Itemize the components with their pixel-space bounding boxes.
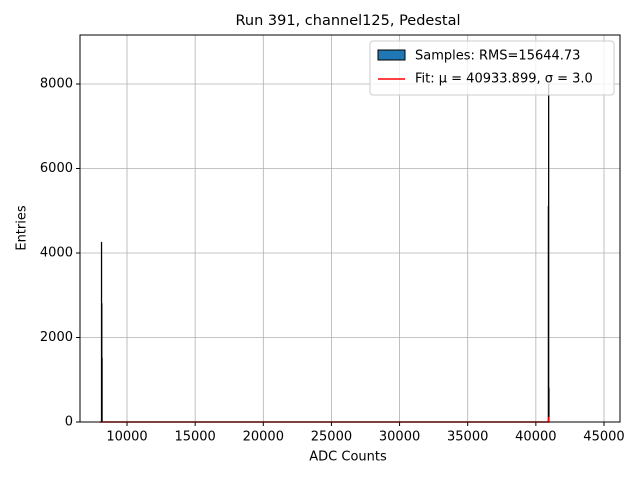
y-tick-label: 4000 bbox=[40, 246, 73, 261]
x-tick-label: 40000 bbox=[515, 430, 556, 445]
legend-box bbox=[369, 40, 615, 96]
x-tick-label: 10000 bbox=[106, 430, 147, 445]
x-axis-label: ADC Counts bbox=[309, 450, 387, 465]
x-tick-label: 20000 bbox=[243, 430, 284, 445]
x-tick-label: 35000 bbox=[447, 430, 488, 445]
y-tick-label: 0 bbox=[65, 415, 73, 430]
legend-swatch bbox=[377, 49, 406, 61]
x-tick-label: 45000 bbox=[583, 430, 624, 445]
x-tick-label: 30000 bbox=[379, 430, 420, 445]
x-tick-label: 25000 bbox=[311, 430, 352, 445]
y-tick-label: 6000 bbox=[40, 161, 73, 176]
legend-label: Samples: RMS=15644.73 bbox=[415, 49, 580, 64]
chart-title: Run 391, channel125, Pedestal bbox=[235, 13, 460, 29]
y-tick-label: 8000 bbox=[40, 77, 73, 92]
plot-frame bbox=[79, 34, 621, 423]
fit-line bbox=[99, 416, 550, 423]
legend-label: Fit: μ = 40933.899, σ = 3.0 bbox=[415, 72, 593, 87]
y-tick-label: 2000 bbox=[40, 330, 73, 345]
x-tick-label: 15000 bbox=[174, 430, 215, 445]
y-axis-label: Entries bbox=[15, 205, 30, 251]
